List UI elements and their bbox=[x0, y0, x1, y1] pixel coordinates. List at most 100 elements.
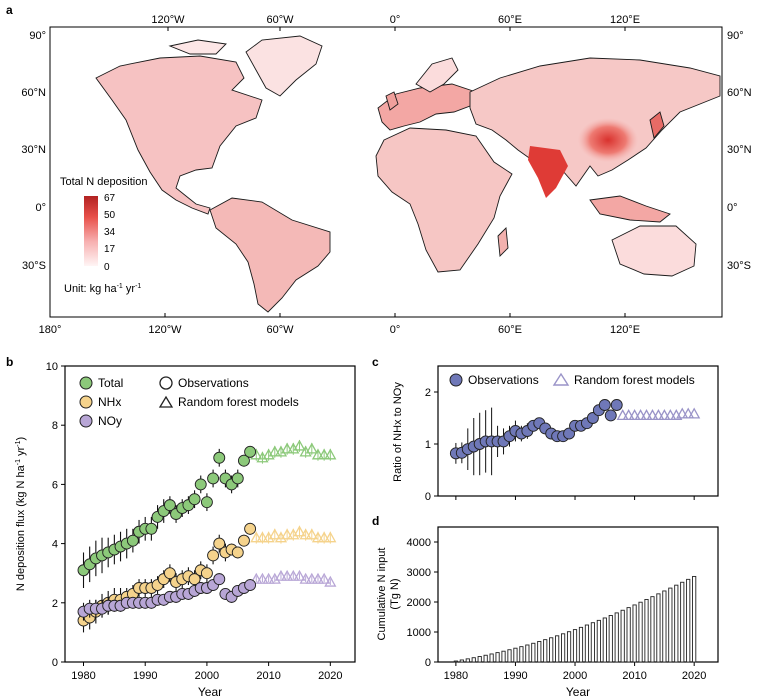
cumulative-bar bbox=[465, 658, 470, 663]
china-hotspot bbox=[578, 118, 638, 162]
panel-label-c: c bbox=[372, 355, 379, 369]
cumulative-bar bbox=[596, 619, 601, 663]
obs-point-total bbox=[231, 472, 244, 485]
panel-c-x-axis bbox=[455, 496, 695, 500]
map-legend: Total N deposition 67 50 34 17 0 Unit: k… bbox=[60, 176, 147, 295]
panel-c-plot bbox=[449, 399, 701, 476]
map-bottom-axis: 180° 120°W 60°W 0° 60°E 120°E bbox=[39, 313, 640, 336]
legend-marker-nhx bbox=[79, 395, 93, 409]
c-model-point bbox=[652, 409, 665, 421]
c-model-point bbox=[682, 407, 695, 419]
y-tick-label: 0 bbox=[425, 491, 431, 503]
model-point-nhx bbox=[324, 531, 337, 543]
cumulative-bar bbox=[537, 641, 542, 663]
obs-point-nhx bbox=[213, 537, 226, 550]
model-point-noy bbox=[287, 569, 300, 581]
legend-marker-total bbox=[79, 376, 93, 390]
cumulative-bar bbox=[620, 609, 625, 663]
panel-d-y-unit: (Tg N) bbox=[389, 578, 401, 609]
cumulative-bar bbox=[483, 654, 488, 663]
cumulative-bar bbox=[638, 601, 643, 663]
obs-point-nhx bbox=[207, 549, 220, 562]
model-point-total bbox=[305, 442, 318, 454]
panel-label-d: d bbox=[372, 514, 379, 528]
panel-c-frame bbox=[437, 365, 719, 497]
cumulative-bar bbox=[668, 587, 673, 663]
c-obs-point bbox=[563, 427, 576, 440]
y-tick-label: 1000 bbox=[407, 627, 431, 639]
europe-landmass bbox=[377, 83, 477, 131]
cumulative-bar bbox=[650, 596, 655, 663]
obs-point-total bbox=[145, 522, 158, 535]
panel-b-legend: Total NHx NOy Observations Random forest… bbox=[79, 376, 299, 428]
x-tick-label: 2010 bbox=[622, 670, 646, 682]
panel-b-y-axis: 0 2 4 6 8 10 bbox=[46, 361, 65, 669]
india-hotspot bbox=[528, 146, 568, 198]
cumulative-bar bbox=[519, 646, 524, 663]
obs-point-total bbox=[163, 499, 176, 512]
y-tick-label: 2000 bbox=[407, 597, 431, 609]
legend-marker-c-rf-models bbox=[552, 372, 570, 386]
cumulative-bar bbox=[584, 624, 590, 663]
model-point-nhx bbox=[293, 525, 306, 537]
y-tick-label: 2 bbox=[425, 387, 431, 399]
cumulative-bar bbox=[644, 599, 649, 663]
cumulative-bar bbox=[453, 660, 458, 663]
x-tick-label: 2020 bbox=[318, 670, 342, 682]
c-obs-point bbox=[610, 399, 623, 411]
scandinavia-landmass bbox=[415, 57, 459, 93]
model-point-noy bbox=[256, 572, 269, 584]
model-point-nhx bbox=[256, 531, 269, 543]
panel-b: b 0 2 4 6 8 10 1980 1990 2000 2010 2020 Year N de… bbox=[6, 355, 356, 699]
map-lat-right: 30°N bbox=[727, 144, 752, 156]
cumulative-bar bbox=[590, 622, 595, 663]
obs-point-total bbox=[200, 496, 213, 509]
model-point-total bbox=[268, 445, 281, 457]
cumulative-bar bbox=[477, 656, 482, 663]
cumulative-bar bbox=[572, 629, 578, 663]
map-lat-left: 60°N bbox=[21, 87, 46, 99]
madagascar-landmass bbox=[497, 227, 509, 257]
panel-d-plot bbox=[453, 575, 697, 663]
obs-point-nhx bbox=[163, 567, 176, 580]
cumulative-bar bbox=[489, 653, 494, 663]
cumulative-bar bbox=[566, 631, 572, 663]
map-lat-left: 0° bbox=[35, 202, 46, 214]
model-point-nhx bbox=[281, 528, 294, 540]
x-tick-label: 2000 bbox=[563, 670, 587, 682]
cumulative-bar bbox=[555, 635, 560, 663]
c-model-point bbox=[628, 409, 641, 421]
cumulative-bar bbox=[561, 633, 566, 663]
maritime-se-asia-landmass bbox=[589, 195, 671, 223]
legend-label-rf-models: Random forest models bbox=[178, 395, 299, 409]
cumulative-bar bbox=[549, 637, 554, 663]
panel-c-y-label: Ratio of NHx to NOy bbox=[392, 382, 404, 482]
map-left-axis: 90° 60°N 30°N 0° 30°S bbox=[21, 30, 46, 272]
c-obs-point bbox=[598, 399, 611, 411]
c-model-point bbox=[664, 409, 677, 421]
uk-landmass bbox=[385, 91, 399, 111]
cumulative-bar bbox=[662, 590, 667, 663]
map-colorbar bbox=[84, 196, 98, 266]
map-lat-right: 60°N bbox=[727, 87, 752, 99]
obs-point-nhx bbox=[200, 567, 213, 580]
map-bottom-tick: 60°E bbox=[498, 324, 522, 336]
model-point-noy bbox=[293, 569, 306, 581]
map-lat-right: 30°S bbox=[727, 260, 751, 272]
model-point-nhx bbox=[311, 531, 325, 543]
c-model-point bbox=[688, 407, 701, 419]
model-point-noy bbox=[262, 572, 275, 584]
map-lat-left: 30°S bbox=[22, 260, 46, 272]
map-bottom-tick: 60°W bbox=[266, 324, 294, 336]
map-bottom-tick: 0° bbox=[390, 324, 401, 336]
cumulative-bar bbox=[632, 604, 637, 663]
cumulative-bar bbox=[674, 584, 679, 663]
x-tick-label: 2010 bbox=[256, 670, 280, 682]
y-tick-label: 1 bbox=[425, 439, 431, 451]
map-legend-tick: 0 bbox=[104, 262, 110, 273]
legend-marker-rf-models bbox=[158, 395, 174, 408]
cumulative-bar bbox=[656, 593, 661, 663]
y-tick-label: 0 bbox=[52, 657, 58, 669]
obs-point-total bbox=[207, 472, 220, 485]
cumulative-bar bbox=[543, 639, 548, 663]
